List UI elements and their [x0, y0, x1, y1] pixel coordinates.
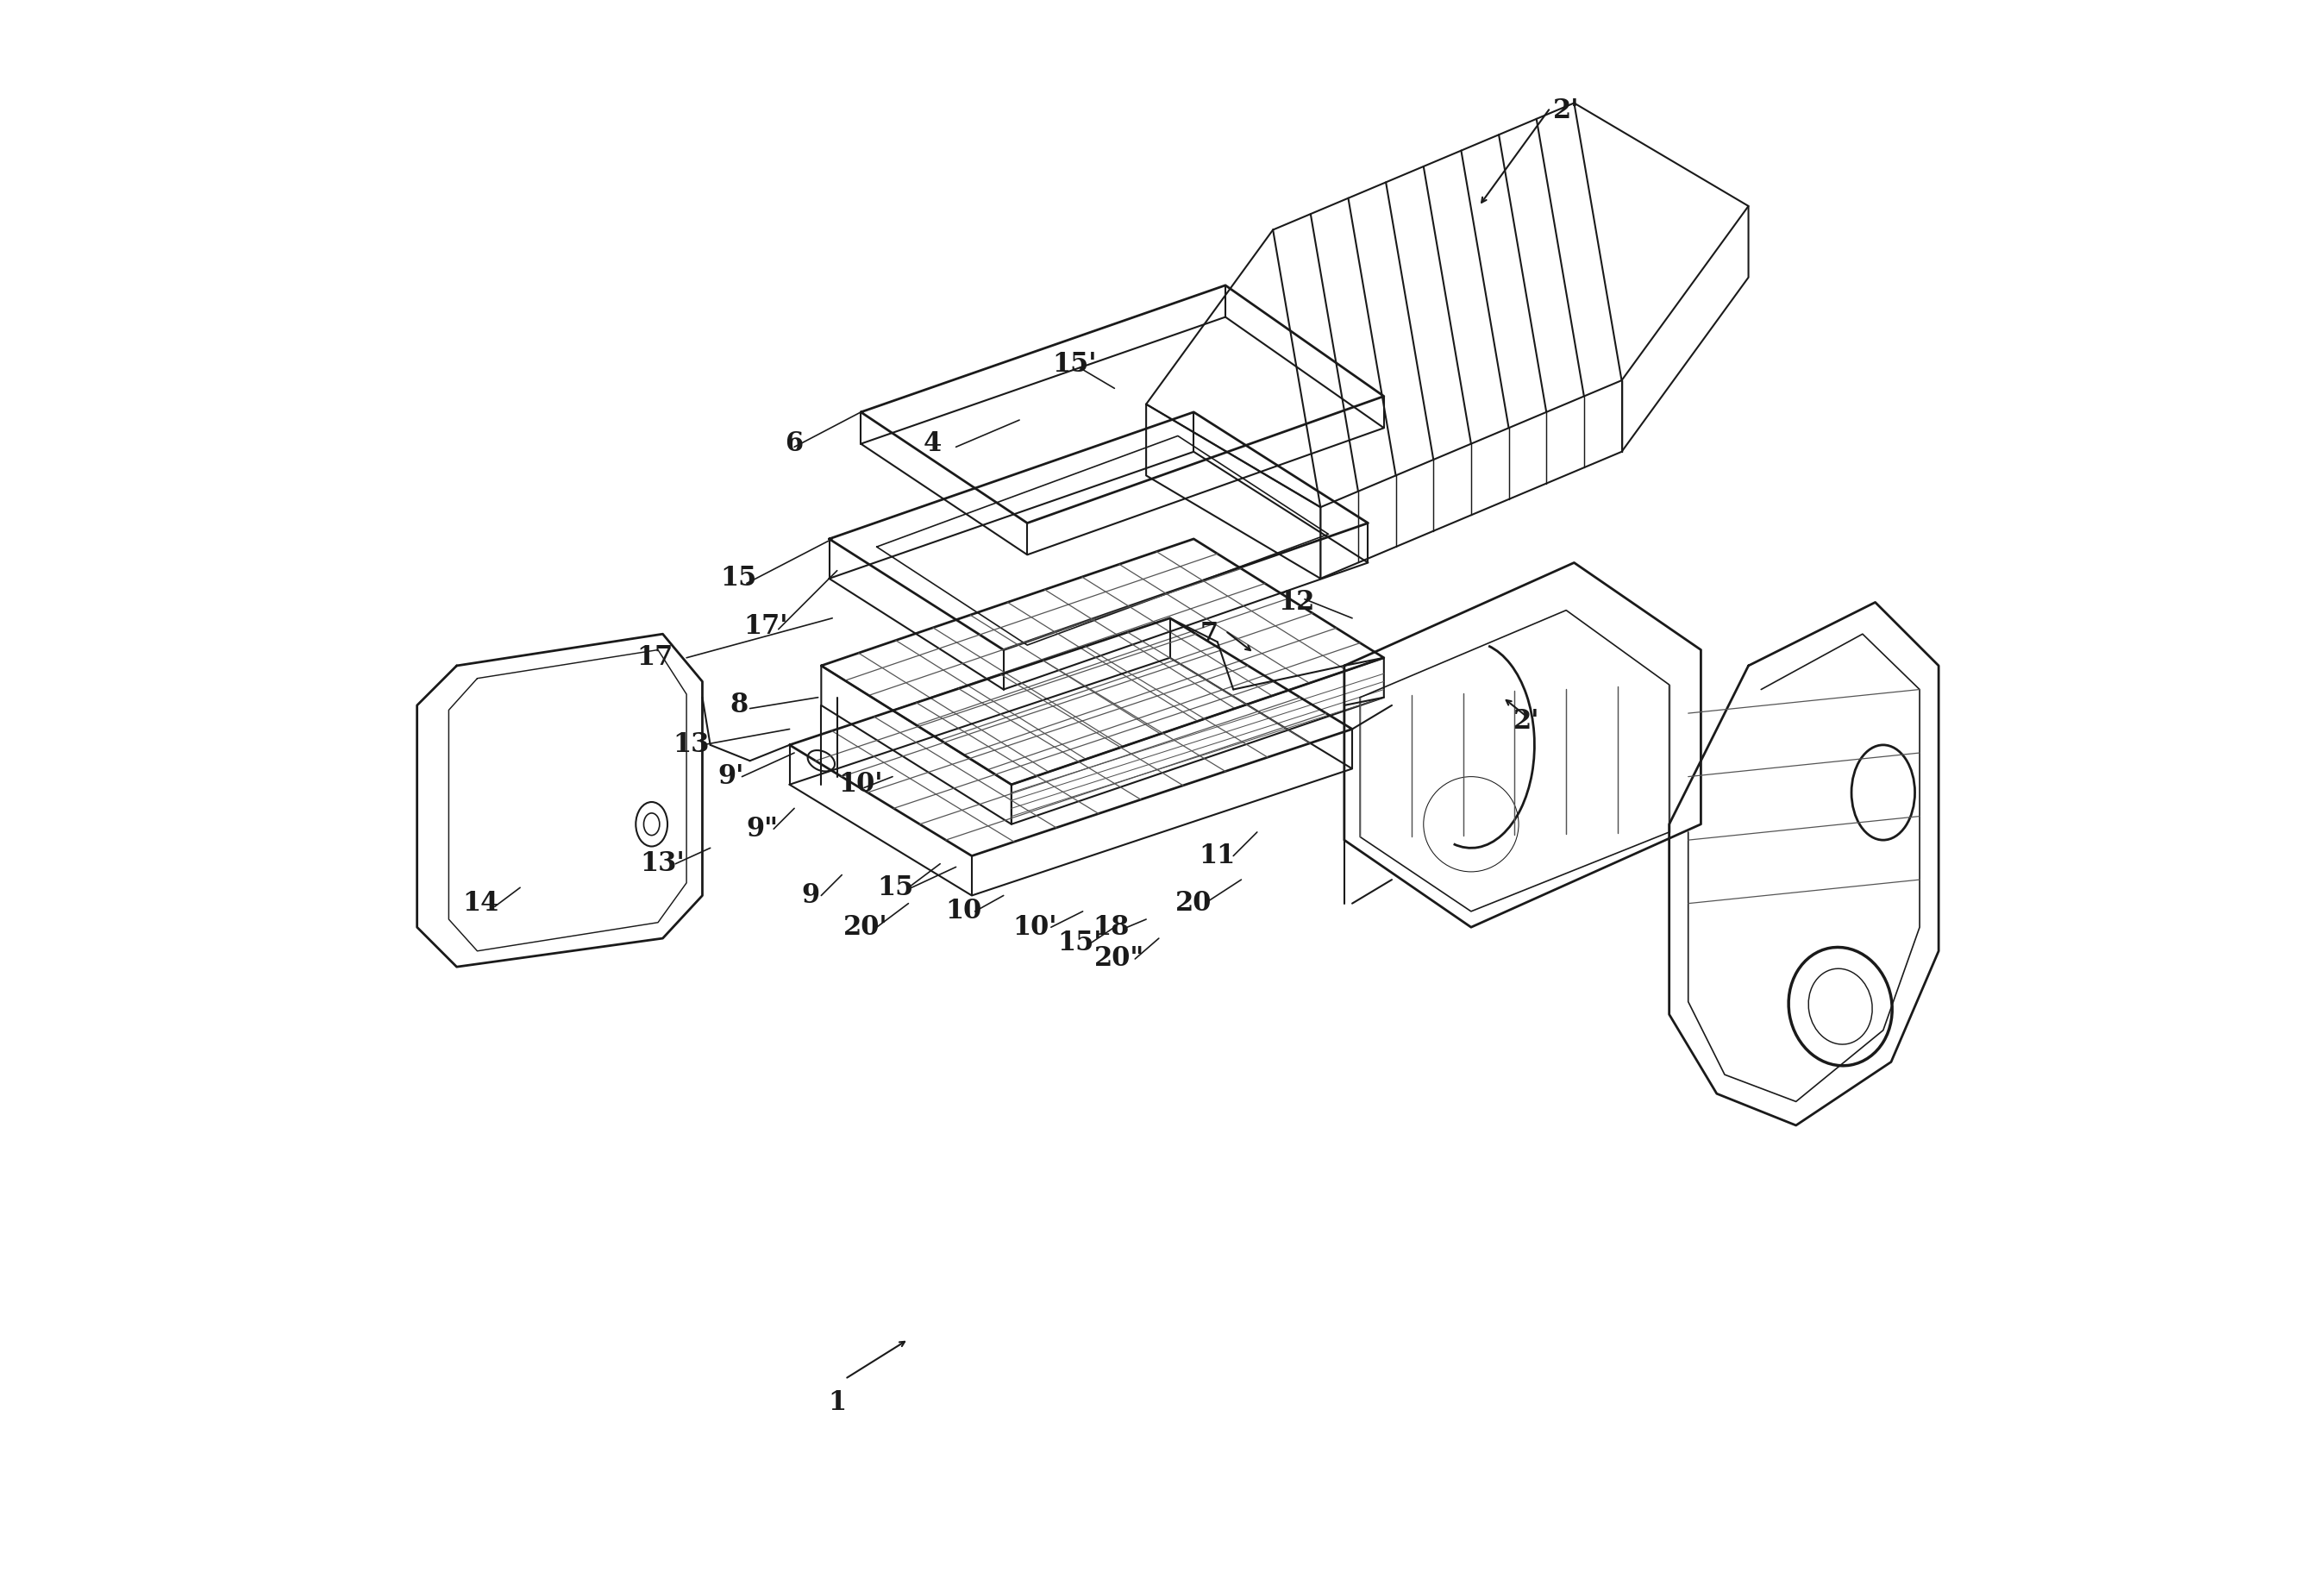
Text: 17': 17'	[744, 613, 788, 639]
Text: 15': 15'	[1053, 352, 1097, 377]
Text: 9': 9'	[718, 764, 744, 789]
Text: 9: 9	[802, 883, 820, 908]
Text: 11: 11	[1199, 843, 1236, 869]
Text: 2': 2'	[1513, 708, 1541, 734]
Text: 7: 7	[1202, 621, 1218, 647]
Text: 6: 6	[786, 431, 804, 456]
Text: 20: 20	[1176, 891, 1213, 916]
Text: 1: 1	[827, 1390, 846, 1415]
Text: 13: 13	[674, 732, 709, 758]
Text: 10': 10'	[839, 772, 883, 797]
Text: 9": 9"	[746, 816, 779, 842]
Text: 17: 17	[637, 645, 674, 670]
Text: 14: 14	[462, 891, 500, 916]
Text: 12: 12	[1278, 590, 1315, 615]
Text: 4: 4	[923, 431, 941, 456]
Text: 2': 2'	[1552, 98, 1580, 124]
Text: 18: 18	[1092, 915, 1129, 940]
Text: 15: 15	[720, 566, 758, 591]
Text: 13': 13'	[641, 851, 686, 877]
Text: 10: 10	[946, 899, 983, 924]
Text: 15': 15'	[1057, 930, 1102, 956]
Text: 10': 10'	[1013, 915, 1057, 940]
Text: 8: 8	[730, 693, 748, 718]
Text: 20': 20'	[844, 915, 888, 940]
Text: 15: 15	[878, 875, 913, 900]
Text: 20": 20"	[1095, 946, 1143, 972]
